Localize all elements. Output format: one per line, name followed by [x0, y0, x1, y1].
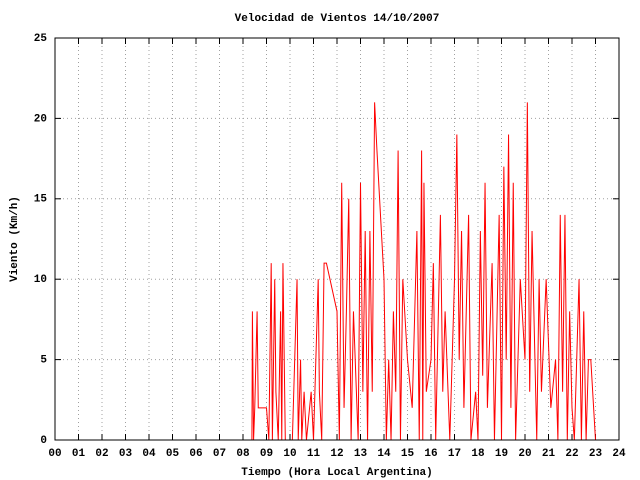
y-tick-label: 0 [40, 435, 47, 447]
x-tick-label: 08 [236, 448, 250, 460]
x-tick-label: 06 [189, 448, 202, 460]
x-axis-label: Tiempo (Hora Local Argentina) [241, 467, 432, 479]
x-tick-label: 19 [495, 448, 508, 460]
x-tick-label: 23 [589, 448, 603, 460]
y-tick-label: 15 [34, 194, 48, 206]
x-tick-label: 01 [72, 448, 86, 460]
y-tick-label: 10 [34, 274, 47, 286]
y-tick-label: 25 [34, 33, 48, 45]
x-tick-label: 09 [260, 448, 273, 460]
x-tick-label: 04 [142, 448, 156, 460]
x-tick-label: 15 [401, 448, 415, 460]
x-tick-label: 07 [213, 448, 226, 460]
x-tick-label: 14 [377, 448, 391, 460]
x-tick-label: 22 [565, 448, 578, 460]
y-tick-label: 20 [34, 113, 47, 125]
x-tick-label: 16 [424, 448, 437, 460]
x-tick-label: 24 [612, 448, 626, 460]
x-tick-label: 03 [119, 448, 133, 460]
x-tick-label: 18 [471, 448, 485, 460]
y-tick-label: 5 [40, 355, 47, 367]
x-tick-label: 11 [307, 448, 321, 460]
x-tick-label: 10 [283, 448, 296, 460]
x-tick-label: 02 [95, 448, 108, 460]
x-tick-label: 20 [518, 448, 531, 460]
x-tick-label: 12 [330, 448, 343, 460]
chart-title: Velocidad de Vientos 14/10/2007 [235, 13, 440, 25]
x-tick-label: 00 [48, 448, 61, 460]
y-axis-label: Viento (Km/h) [9, 196, 21, 282]
x-tick-label: 13 [354, 448, 368, 460]
x-tick-label: 21 [542, 448, 556, 460]
plot-border [54, 37, 620, 441]
x-tick-label: 05 [166, 448, 180, 460]
x-tick-label: 17 [448, 448, 461, 460]
data-line [251, 102, 596, 441]
